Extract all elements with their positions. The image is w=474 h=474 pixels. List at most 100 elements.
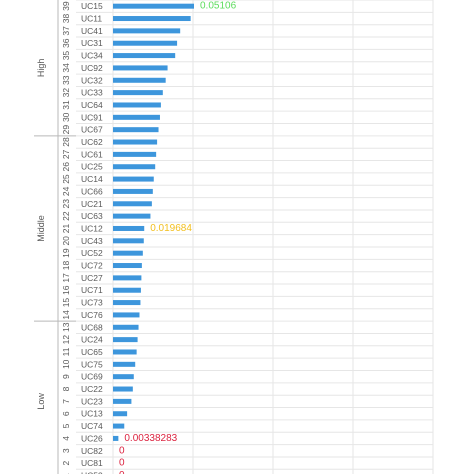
category-label: UC75: [81, 359, 103, 369]
bar-uc13: [113, 411, 128, 417]
bar-uc66: [113, 188, 153, 194]
bar-uc91: [113, 114, 160, 120]
rank-label: 9: [61, 374, 71, 379]
bar-uc73: [113, 300, 141, 306]
bar-uc76: [113, 312, 140, 318]
rank-label: 39: [61, 1, 71, 11]
rank-label: 37: [61, 26, 71, 36]
rank-labels: 3938373635343332313029282726252423222120…: [61, 1, 71, 474]
bar-uc43: [113, 238, 144, 244]
bar-uc61: [113, 151, 157, 157]
bar-uc33: [113, 90, 163, 96]
category-label: UC33: [81, 88, 103, 98]
rank-label: 2: [61, 460, 71, 465]
bar-uc31: [113, 40, 178, 46]
bar-uc23: [113, 398, 132, 404]
bar-uc72: [113, 263, 142, 269]
grid-lines: [76, 0, 434, 474]
bar-uc71: [113, 287, 141, 293]
bar-uc65: [113, 349, 137, 355]
bar-uc67: [113, 127, 159, 133]
category-label: UC74: [81, 421, 103, 431]
data-label-uc81: 0: [119, 458, 125, 469]
bar-uc25: [113, 164, 156, 170]
rank-label: 11: [61, 347, 71, 356]
rank-label: 3: [61, 448, 71, 453]
rank-label: 23: [61, 199, 71, 209]
category-label: UC13: [81, 409, 103, 419]
rank-label: 5: [61, 423, 71, 428]
bar-uc63: [113, 213, 151, 219]
category-label: UC72: [81, 261, 103, 271]
bars: [113, 3, 194, 441]
bar-uc24: [113, 337, 138, 343]
rank-label: 13: [61, 322, 71, 332]
rank-label: 26: [61, 162, 71, 172]
category-label: UC69: [81, 372, 103, 382]
data-label-uc12: 0.019684: [150, 223, 192, 234]
category-label: UC73: [81, 298, 103, 308]
data-label-uc26: 0.00338283: [124, 433, 177, 444]
category-label: UC62: [81, 137, 103, 147]
data-label-uc15: 0.05106: [200, 1, 237, 12]
category-label: UC91: [81, 112, 103, 122]
rank-label: 36: [61, 38, 71, 48]
category-label: UC12: [81, 223, 103, 233]
category-label: UC26: [81, 433, 103, 443]
rank-label: 1: [61, 473, 71, 474]
category-label: UC64: [81, 100, 103, 110]
rank-label: 19: [61, 248, 71, 258]
rank-label: 31: [61, 100, 71, 110]
rank-label: 12: [61, 335, 71, 345]
category-label: UC23: [81, 396, 103, 406]
bar-uc22: [113, 386, 133, 392]
rank-label: 14: [61, 310, 71, 320]
category-label: UC31: [81, 38, 103, 48]
category-labels: UC15 UC11 UC41 UC31 UC34 UC92 UC32 UC33 UC64 UC91…: [81, 1, 103, 474]
bar-uc69: [113, 374, 134, 380]
category-label: UC14: [81, 174, 103, 184]
category-label: UC92: [81, 63, 103, 73]
group-label-low: Low: [36, 393, 46, 410]
category-label: UC24: [81, 335, 103, 345]
category-label: UC32: [81, 75, 103, 85]
rank-label: 30: [61, 112, 71, 122]
bar-uc68: [113, 324, 139, 330]
category-label: UC63: [81, 211, 103, 221]
rank-label: 18: [61, 261, 71, 271]
category-label: UC76: [81, 310, 103, 320]
rank-label: 7: [61, 399, 71, 404]
rank-label: 32: [61, 88, 71, 98]
category-label: UC22: [81, 384, 103, 394]
rank-label: 16: [61, 285, 71, 295]
bar-uc41: [113, 28, 181, 34]
category-label: UC25: [81, 162, 103, 172]
category-label: UC65: [81, 347, 103, 357]
bar-uc26: [113, 435, 119, 441]
bar-uc62: [113, 139, 158, 145]
category-label: UC34: [81, 51, 103, 61]
bar-uc14: [113, 176, 154, 182]
rank-label: 29: [61, 125, 71, 135]
bar-uc27: [113, 275, 142, 281]
rank-label: 10: [61, 359, 71, 369]
bar-uc64: [113, 102, 161, 108]
bar-uc34: [113, 53, 176, 59]
rank-label: 25: [61, 174, 71, 184]
category-label: UC21: [81, 199, 103, 209]
rank-label: 22: [61, 211, 71, 221]
rank-label: 6: [61, 411, 71, 416]
category-label: UC82: [81, 446, 103, 456]
bar-uc52: [113, 250, 143, 256]
rank-label: 8: [61, 386, 71, 391]
category-label: UC81: [81, 458, 103, 468]
data-label-uc82: 0: [119, 445, 125, 456]
rank-label: 4: [61, 436, 71, 441]
bar-uc75: [113, 361, 136, 367]
data-label-uc53: 0: [119, 470, 125, 474]
category-label: UC71: [81, 285, 103, 295]
category-label: UC53: [81, 470, 103, 474]
rank-label: 28: [61, 137, 71, 147]
rank-label: 21: [61, 223, 71, 233]
